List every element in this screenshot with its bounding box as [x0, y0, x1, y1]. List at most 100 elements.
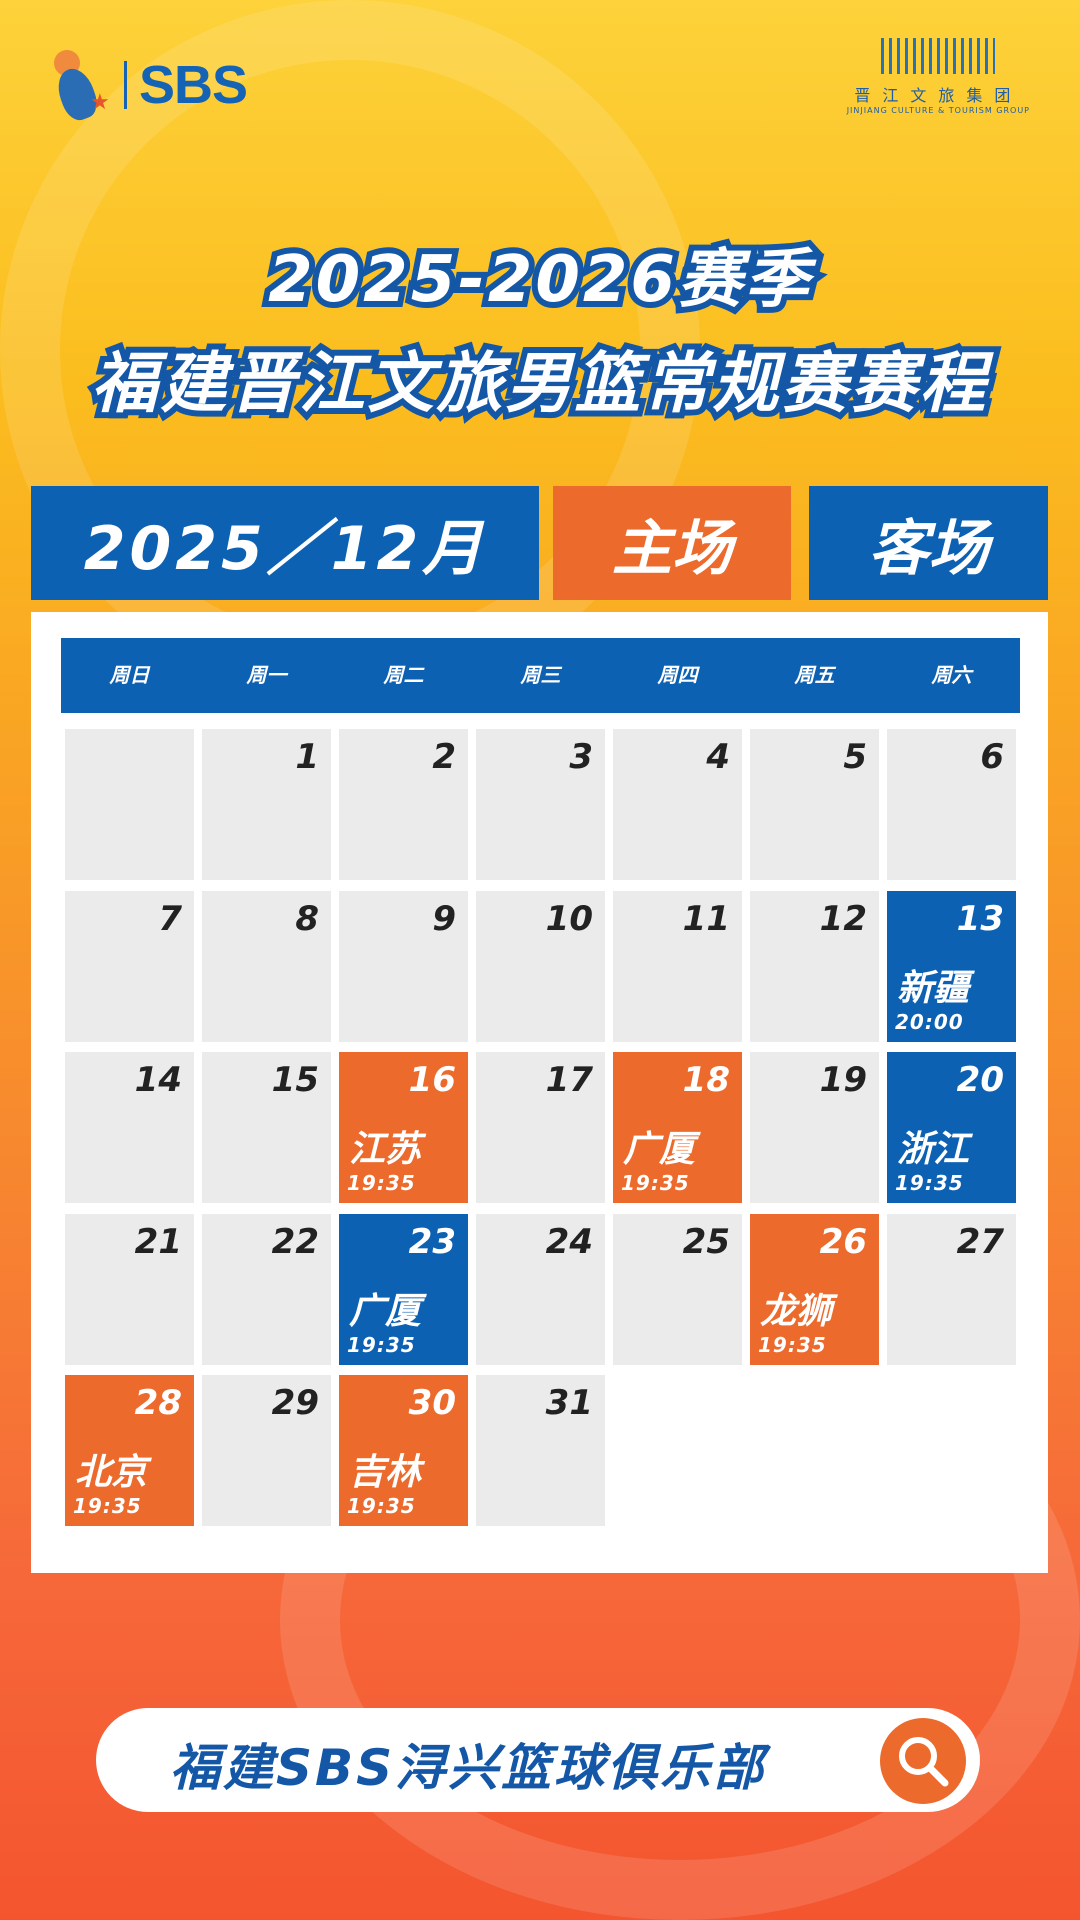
day-number: 9	[432, 898, 456, 939]
day-cell: 4	[613, 729, 742, 880]
opponent-name: 吉林	[349, 1452, 422, 1494]
opponent-name: 广厦	[623, 1129, 696, 1171]
opponent-name: 龙狮	[760, 1290, 833, 1332]
mascot-logo-icon: ★	[50, 50, 112, 125]
day-number: 8	[295, 898, 319, 939]
day-cell: 7	[65, 890, 194, 1042]
game-cell-home: 16 江苏 19:35	[339, 1052, 468, 1204]
day-cell: 10	[476, 890, 605, 1042]
day-number: 23	[408, 1221, 456, 1262]
weekday-label: 周一	[246, 663, 287, 687]
schedule-title: 福建晋江文旅男篮常规赛赛程	[86, 339, 992, 428]
game-time: 19:35	[347, 1171, 416, 1196]
season-title: 2025-2026赛季	[262, 237, 815, 323]
day-cell: 8	[202, 890, 331, 1042]
game-cell-home: 26 龙狮 19:35	[750, 1213, 879, 1365]
opponent-name: 广厦	[349, 1290, 422, 1332]
day-cell: 22	[202, 1213, 331, 1365]
weekday-label: 周六	[931, 663, 972, 687]
weekday-label: 周三	[520, 663, 561, 687]
day-number: 25	[682, 1221, 730, 1262]
skyline-icon	[881, 38, 996, 74]
month-label: 2025／12月	[31, 486, 539, 600]
weekday-label: 周二	[383, 663, 424, 687]
calendar-panel: 周日 周一 周二 周三 周四 周五 周六 1 2 3 4 5 6 7 8 9 10 11 12 13 新疆…	[31, 612, 1048, 1573]
day-cell: 12	[750, 890, 879, 1042]
day-number: 3	[569, 737, 593, 777]
game-cell-home: 30 吉林 19:35	[339, 1375, 468, 1527]
day-cell: 29	[202, 1375, 331, 1527]
game-time: 20:00	[895, 1009, 964, 1034]
group-name-cn: 晋江文旅集团	[854, 86, 1023, 105]
opponent-name: 新疆	[897, 967, 970, 1009]
opponent-name: 浙江	[897, 1129, 970, 1171]
day-cell: 6	[887, 729, 1016, 880]
day-cell: 5	[750, 729, 879, 880]
game-time: 19:35	[621, 1171, 690, 1196]
day-number: 21	[134, 1221, 182, 1262]
day-cell: 2	[339, 729, 468, 880]
day-number: 29	[271, 1383, 319, 1424]
game-time: 19:35	[73, 1494, 142, 1519]
day-cell: 31	[476, 1375, 605, 1527]
day-number: 31	[545, 1383, 593, 1424]
game-time: 19:35	[347, 1494, 416, 1519]
day-number: 10	[545, 898, 593, 939]
day-number: 11	[682, 898, 730, 939]
day-cell: 3	[476, 729, 605, 880]
day-cell: 17	[476, 1052, 605, 1204]
game-cell-home: 28 北京 19:35	[65, 1375, 194, 1527]
search-text: 福建SBS浔兴篮球俱乐部	[170, 1739, 767, 1797]
search-bar[interactable]: 福建SBS浔兴篮球俱乐部	[96, 1708, 980, 1812]
day-cell: 9	[339, 890, 468, 1042]
day-cell: 21	[65, 1213, 194, 1365]
day-cell: 1	[202, 729, 331, 880]
day-number: 22	[271, 1221, 319, 1262]
day-number: 15	[271, 1060, 319, 1101]
day-number: 17	[545, 1060, 593, 1101]
day-cell: 25	[613, 1213, 742, 1365]
opponent-name: 北京	[75, 1452, 148, 1494]
day-number: 1	[295, 737, 319, 777]
day-number: 14	[134, 1060, 182, 1101]
day-number: 16	[408, 1060, 456, 1101]
day-number: 19	[819, 1060, 867, 1101]
day-number: 4	[706, 737, 730, 777]
empty-cell	[65, 729, 194, 880]
day-number: 13	[956, 898, 1004, 939]
game-time: 19:35	[895, 1171, 964, 1196]
group-name-en: JINJIANG CULTURE & TOURISM GROUP	[846, 106, 1030, 115]
day-cell: 19	[750, 1052, 879, 1204]
weekday-label: 周四	[657, 663, 698, 687]
game-time: 19:35	[347, 1332, 416, 1357]
day-number: 26	[819, 1221, 867, 1262]
day-number: 18	[682, 1060, 730, 1101]
opponent-name: 江苏	[349, 1129, 422, 1171]
day-number: 20	[956, 1060, 1004, 1101]
weekday-label: 周日	[109, 663, 150, 687]
game-cell-away: 13 新疆 20:00	[887, 890, 1016, 1042]
day-number: 2	[432, 737, 456, 777]
day-number: 5	[843, 737, 867, 777]
sbs-wordmark: SBS	[139, 55, 248, 115]
day-number: 27	[956, 1221, 1004, 1262]
weekday-header: 周日 周一 周二 周三 周四 周五 周六	[61, 638, 1020, 713]
search-icon	[899, 1737, 949, 1787]
away-legend: 客场	[809, 486, 1048, 600]
jinjiang-group-logo: 晋江文旅集团 JINJIANG CULTURE & TOURISM GROUP	[847, 38, 1030, 115]
search-button[interactable]	[880, 1718, 966, 1804]
day-number: 28	[134, 1383, 182, 1424]
weekday-label: 周五	[794, 663, 835, 687]
home-legend: 主场	[553, 486, 791, 600]
game-cell-home: 18 广厦 19:35	[613, 1052, 742, 1204]
day-number: 7	[158, 898, 182, 939]
logo-divider	[124, 61, 127, 109]
game-cell-away: 20 浙江 19:35	[887, 1052, 1016, 1204]
game-cell-away: 23 广厦 19:35	[339, 1213, 468, 1365]
day-number: 12	[819, 898, 867, 939]
day-cell: 27	[887, 1213, 1016, 1365]
game-time: 19:35	[758, 1332, 827, 1357]
day-number: 6	[980, 737, 1004, 777]
day-cell: 14	[65, 1052, 194, 1204]
day-cell: 24	[476, 1213, 605, 1365]
